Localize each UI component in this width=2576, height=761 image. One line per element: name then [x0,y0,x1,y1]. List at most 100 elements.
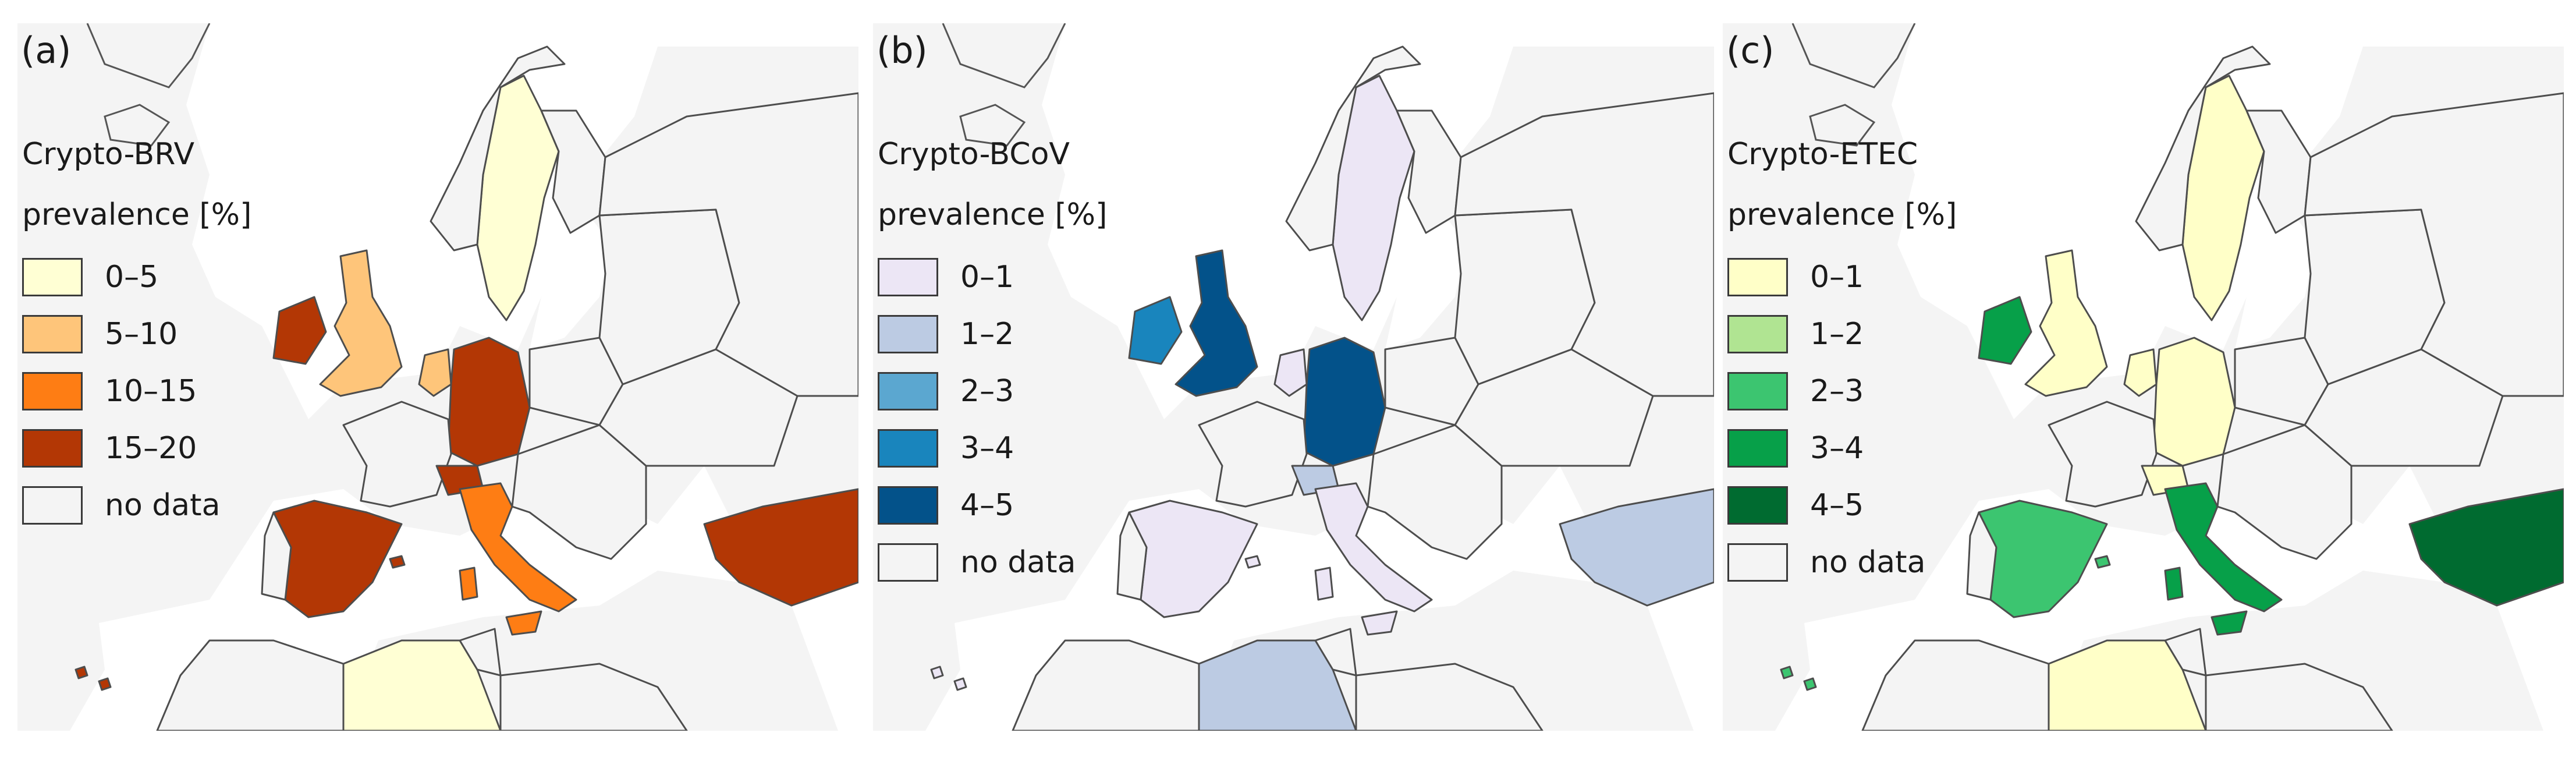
legend-swatch [878,315,938,353]
legend-swatch [1727,315,1788,353]
legend: Crypto-BCoV prevalence [%] 0–1 1–2 2–3 3–4 4… [878,137,1107,591]
country-germany [1303,337,1386,467]
country-balearics [2094,555,2111,569]
legend-label: 4–5 [1810,488,1864,523]
country-russia [598,92,858,397]
legend-item: 4–5 [878,477,1107,534]
country-sicily [505,610,542,636]
legend-swatch [1727,429,1788,468]
country-france [342,401,452,508]
country-sardinia [459,567,478,601]
country-france [1198,401,1308,508]
legend-swatch [22,372,83,410]
country-portugal [1966,511,1997,601]
country-ireland [1128,296,1183,365]
country-balearics [1244,555,1261,569]
legend-label: 0–1 [960,260,1014,295]
legend-subtitle: prevalence [%] [1727,197,1957,232]
country-turkey [1559,488,1714,607]
country-finland [540,109,606,234]
country-canaries [74,666,112,691]
country-sardinia [1314,567,1334,601]
legend-rows: 0–1 1–2 2–3 3–4 4–5 no data [878,249,1107,591]
legend-label: no data [1810,545,1926,580]
legend-subtitle: prevalence [%] [22,197,252,232]
legend-label: no data [960,545,1076,580]
legend-item: 3–4 [1727,420,1957,477]
baltic-sea [530,198,611,349]
country-italy [2164,482,2283,613]
legend-swatch [878,486,938,525]
greenland-coast [86,23,211,89]
legend-item: no data [878,534,1107,591]
legend-label: 0–5 [105,260,159,295]
country-netherlands [2123,348,2158,397]
country-portugal [1116,511,1148,601]
map-panel-1: (a) Crypto-BRV prevalence [%] 0–5 5–10 10–… [17,23,858,731]
country-netherlands [1273,348,1308,397]
legend-item: 1–2 [1727,306,1957,363]
legend: Crypto-ETEC prevalence [%] 0–1 1–2 2–3 3–4 4… [1727,137,1957,591]
map-panel-3: (c) Crypto-ETEC prevalence [%] 0–1 1–2 2–3… [1723,23,2564,731]
legend-swatch [1727,258,1788,296]
country-norway [1285,45,1421,252]
iceland-coast [1809,104,1876,147]
legend-item: 0–5 [22,249,251,306]
country-france [2048,401,2158,508]
legend-title: Crypto-BRV [22,137,195,172]
country-uk [1175,249,1258,397]
europe-map [1723,23,2564,731]
legend-label: 10–15 [105,374,197,409]
panel-label: (b) [877,29,928,72]
legend-item: 0–1 [878,249,1107,306]
europe-map [17,23,858,731]
country-russia [1454,92,1714,397]
legend-item: 4–5 [1727,477,1957,534]
north-atlantic-sea [873,23,1714,731]
legend-swatch [1727,486,1788,525]
country-libya [499,663,688,731]
legend-label: 3–4 [960,431,1014,466]
country-uk [2024,249,2108,397]
country-germany [447,337,531,467]
legend-label: 15–20 [105,431,197,466]
panel-label: (a) [21,29,72,72]
country-italy [459,482,577,613]
country-balearics [389,555,406,569]
legend-item: no data [22,477,251,534]
baltic-sea [2235,198,2316,349]
country-norway [430,45,566,252]
country-germany [2152,337,2236,467]
country-norway [2135,45,2271,252]
legend-swatch [22,258,83,296]
country-morocco [156,639,345,731]
legend-item: 0–1 [1727,249,1957,306]
legend-swatch [878,429,938,468]
country-canaries [1780,666,1817,691]
legend-label: 2–3 [960,374,1014,409]
legend-subtitle: prevalence [%] [878,197,1108,232]
legend-label: 1–2 [960,317,1014,352]
country-uk [319,249,403,397]
country-netherlands [418,348,452,397]
legend-item: 1–2 [878,306,1107,363]
greenland-coast [942,23,1066,89]
north-atlantic-sea [17,23,858,731]
legend-label: 1–2 [1810,317,1864,352]
country-ireland [1978,296,2032,365]
legend-swatch [22,315,83,353]
legend-label: 3–4 [1810,431,1864,466]
legend-item: no data [1727,534,1957,591]
legend: Crypto-BRV prevalence [%] 0–5 5–10 10–15 15… [22,137,251,534]
country-turkey [2408,488,2564,607]
country-turkey [703,488,858,607]
europe-map [873,23,1714,731]
map-panel-2: (b) Crypto-BCoV prevalence [%] 0–1 1–2 2–3… [873,23,1714,731]
legend-swatch [1727,543,1788,582]
legend-label: no data [105,488,221,523]
legend-label: 2–3 [1810,374,1864,409]
legend-item: 2–3 [1727,363,1957,420]
country-italy [1314,482,1433,613]
north-atlantic-sea [1723,23,2564,731]
country-libya [2205,663,2393,731]
